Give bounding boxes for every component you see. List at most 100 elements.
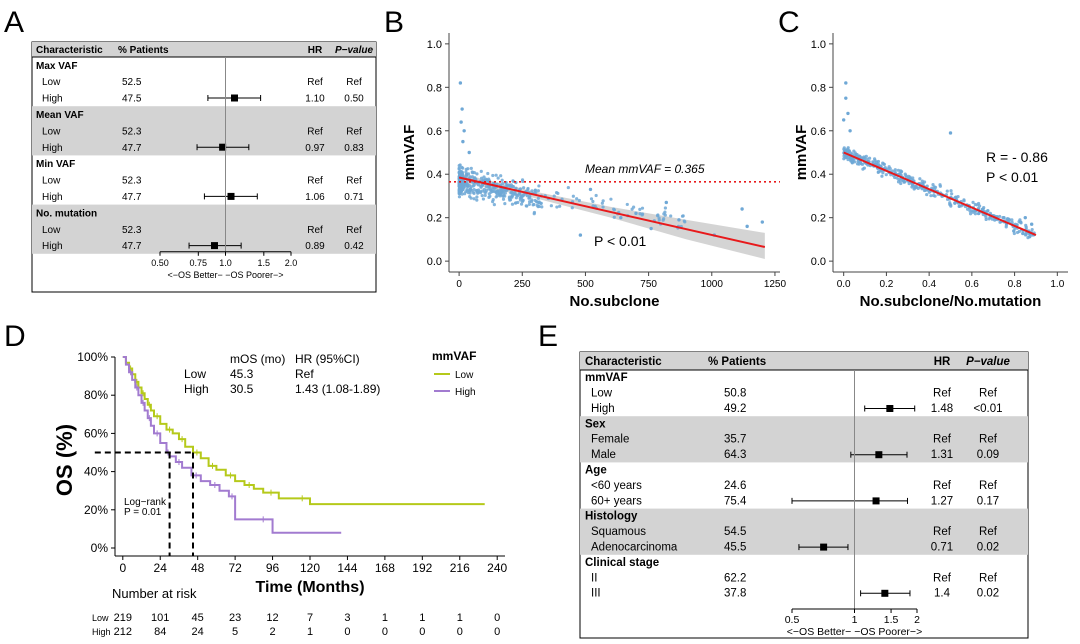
risk-count: 0 xyxy=(457,626,463,638)
x-tick-label: 1 xyxy=(852,614,858,626)
scatter-point xyxy=(536,196,540,200)
scatter-point xyxy=(945,189,949,193)
hr-point xyxy=(227,192,235,200)
scatter-point xyxy=(457,167,461,171)
scatter-point xyxy=(570,206,574,210)
row-pct: 37.8 xyxy=(724,588,746,600)
scatter-point xyxy=(518,196,522,200)
row-label: Squamous xyxy=(591,526,646,538)
scatter-point xyxy=(481,197,486,201)
y-tick-label: 80% xyxy=(84,388,108,402)
scatter-point xyxy=(664,200,668,205)
scatter-point xyxy=(998,220,1002,224)
x-tick-label: 0.5 xyxy=(785,614,800,626)
column-header-characteristic: Characteristic xyxy=(585,356,662,368)
header-band xyxy=(32,42,376,57)
scatter-point xyxy=(609,197,613,201)
scatter-point xyxy=(479,169,483,173)
risk-count: 101 xyxy=(151,612,169,624)
scatter-point xyxy=(555,205,559,209)
scatter-point xyxy=(578,233,583,237)
scatter-point xyxy=(566,185,570,190)
risk-count: 219 xyxy=(114,612,132,624)
row-p: 0.02 xyxy=(977,588,999,600)
row-hr: 0.97 xyxy=(305,143,325,154)
scatter-point xyxy=(682,219,686,223)
scatter-point xyxy=(1028,234,1032,239)
scatter-point xyxy=(1029,222,1034,226)
y-tick-label: 60% xyxy=(84,426,108,440)
row-p: Ref xyxy=(979,434,998,446)
scatter-point xyxy=(499,189,503,193)
scatter-point xyxy=(860,162,865,166)
scatter-point xyxy=(524,204,528,208)
group-label: Histology xyxy=(585,511,638,523)
row-label: III xyxy=(591,588,601,600)
scatter-point xyxy=(475,190,479,194)
scatter-point xyxy=(507,184,512,188)
scatter-point xyxy=(463,192,467,196)
column-header-characteristic: Characteristic xyxy=(36,45,103,56)
x-tick-label: 1000 xyxy=(701,279,724,290)
scatter-point xyxy=(532,212,536,216)
y-tick-label: 0.8 xyxy=(811,82,826,94)
x-tick-label: 1.5 xyxy=(258,258,271,268)
scatter-point xyxy=(470,175,475,179)
x-tick-label: 1.0 xyxy=(1050,279,1064,290)
risk-count: 24 xyxy=(192,626,204,638)
y-axis-label: mmVAF xyxy=(793,125,810,181)
row-p: Ref xyxy=(346,225,362,236)
scatter-point xyxy=(461,187,465,192)
stats-header-hr: HR (95%CI) xyxy=(295,352,360,366)
risk-count: 1 xyxy=(382,612,388,624)
scatter-point xyxy=(661,218,665,222)
scatter-point xyxy=(519,202,524,206)
scatter-point xyxy=(496,176,500,180)
scatter-point xyxy=(918,177,922,181)
scatter-point xyxy=(505,184,509,188)
column-header-pct: % Patients xyxy=(708,356,766,368)
y-tick-label: 20% xyxy=(84,503,108,517)
scatter-point xyxy=(508,198,512,202)
scatter-point xyxy=(594,193,598,198)
x-tick-label: 96 xyxy=(266,561,280,575)
row-pct: 52.3 xyxy=(122,126,142,137)
scatter-point xyxy=(953,201,957,205)
scatter-point xyxy=(844,81,848,85)
scatter-point xyxy=(971,200,975,204)
scatter-point xyxy=(846,111,850,116)
scatter-point xyxy=(1010,218,1014,222)
row-p: Ref xyxy=(979,526,998,538)
x-tick-label: 0.75 xyxy=(190,258,208,268)
x-tick-label: 0.50 xyxy=(151,258,169,268)
y-tick-label: 0.6 xyxy=(427,126,442,138)
row-label: Low xyxy=(42,176,61,187)
scatter-point xyxy=(475,198,479,202)
scatter-point xyxy=(956,195,960,199)
header-band xyxy=(580,352,1028,370)
scatter-point xyxy=(1019,221,1023,225)
y-tick-label: 0.4 xyxy=(427,169,442,181)
scatter-point xyxy=(588,187,593,192)
logrank-label: Log−rank xyxy=(124,497,167,508)
scatter-point xyxy=(844,155,848,159)
scatter-point xyxy=(925,192,929,197)
y-tick-label: 1.0 xyxy=(427,39,442,51)
scatter-point xyxy=(457,195,462,199)
scatter-point xyxy=(460,192,464,196)
scatter-point xyxy=(899,181,903,186)
scatter-point xyxy=(640,206,645,210)
scatter-point xyxy=(950,192,954,196)
x-tick-label: 500 xyxy=(577,279,594,290)
panel-letter-b: B xyxy=(384,6,404,39)
scatter-point xyxy=(591,199,595,204)
scatter-point xyxy=(464,174,469,178)
scatter-point xyxy=(498,193,502,197)
stats-header-mos: mOS (mo) xyxy=(230,352,285,366)
scatter-point xyxy=(514,186,518,190)
group-label: Mean VAF xyxy=(36,110,84,121)
scatter-point xyxy=(482,187,487,192)
scatter-point xyxy=(457,186,461,190)
scatter-point xyxy=(533,189,537,193)
panel-c-scatter-ratio: 0.0 0.2 0.4 0.6 0.8 1.0 0.0 0.2 0.4 0.6 0.8 1.0 No.s… xyxy=(793,33,1068,310)
